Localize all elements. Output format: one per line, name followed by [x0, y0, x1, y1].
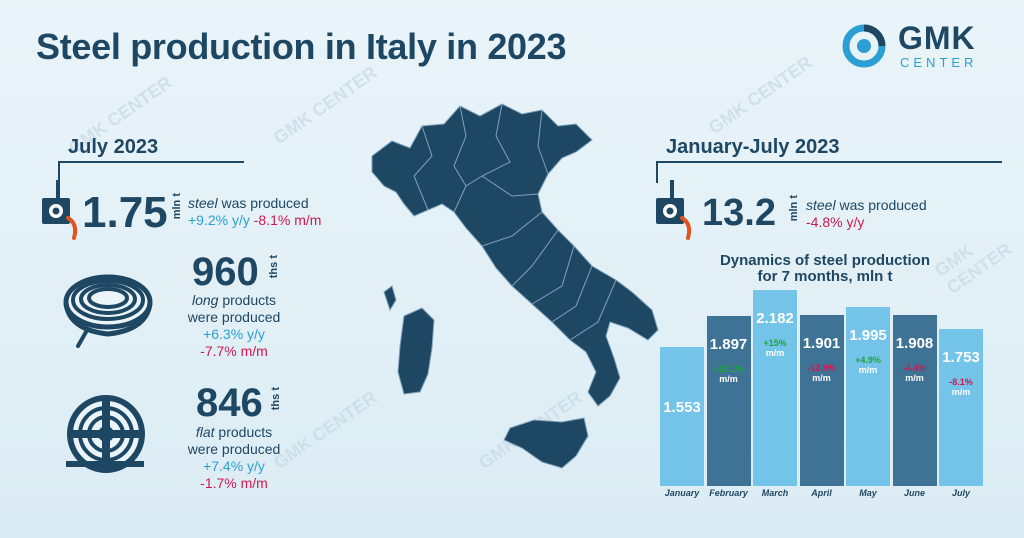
- july-steel-yy: +9.2% y/y: [188, 212, 250, 228]
- bar-value-label: 1.553: [663, 399, 701, 416]
- bar-change-percent: +15%: [763, 338, 787, 348]
- long-label: long products: [178, 292, 290, 308]
- janjul-heading-hook: [656, 161, 658, 183]
- ladle-icon: [42, 180, 78, 240]
- bar-change-label: -8.1% m/m: [939, 377, 983, 398]
- bar-change-percent: +22.1%: [713, 364, 744, 374]
- bar-change-unit: m/m: [905, 373, 924, 384]
- long-mm: -7.7% m/m: [200, 343, 268, 359]
- flat-coil-icon: [66, 395, 145, 473]
- page-title: Steel production in Italy in 2023: [36, 26, 567, 67]
- bar-change-percent: -4.4%: [902, 363, 927, 373]
- bar-may: [846, 307, 890, 486]
- bar-march: [753, 290, 797, 486]
- flat-yy: +7.4% y/y: [203, 458, 265, 474]
- july-steel-label-rest: was produced: [217, 195, 309, 211]
- month-label: January: [664, 488, 700, 498]
- flat-label: flat products: [178, 424, 290, 440]
- bar-change-percent: +4.9%: [855, 355, 881, 365]
- bar-april: [799, 315, 844, 486]
- month-label: June: [903, 488, 925, 498]
- bar-value-label: 2.182: [756, 310, 794, 327]
- july-heading-rule: [58, 161, 244, 163]
- flat-value: 846: [196, 381, 263, 425]
- watermark: GMK CENTER: [704, 52, 816, 138]
- janjul-steel-label: steel was produced: [806, 197, 927, 213]
- july-steel-changes: +9.2% y/y -8.1% m/m: [188, 212, 321, 228]
- flat-unit: ths t: [270, 387, 282, 411]
- july-heading-hook: [58, 161, 60, 183]
- july-steel-value: 1.75: [82, 188, 168, 237]
- logo-subtitle: CENTER: [900, 55, 978, 70]
- long-label-line2: were produced: [187, 309, 281, 325]
- flat-label-rest: products: [214, 424, 273, 440]
- bar-change-unit: m/m: [858, 365, 878, 376]
- janjul-steel-unit: mln t: [788, 195, 800, 222]
- gmk-logo-icon: [842, 24, 886, 68]
- janjul-steel-yy: -4.8% y/y: [806, 214, 865, 230]
- long-unit: ths t: [268, 255, 280, 279]
- july-steel-mm: -8.1% m/m: [253, 212, 322, 228]
- bar-change-unit: m/m: [719, 374, 738, 385]
- flat-label-line2: were produced: [187, 441, 281, 457]
- bar-value-label: 1.753: [942, 349, 980, 366]
- long-value: 960: [192, 250, 259, 294]
- flat-mm: -1.7% m/m: [200, 475, 268, 491]
- chart-title-line1: Dynamics of steel production: [719, 252, 931, 269]
- bar-value-label: 1.908: [895, 335, 934, 352]
- bar-value-label: 1.897: [709, 336, 748, 353]
- month-label: February: [709, 488, 748, 498]
- month-label: April: [811, 488, 832, 498]
- bar-change-percent: -8.1%: [949, 377, 973, 387]
- bar-change-label: +15% m/m: [753, 338, 797, 359]
- bar-change-unit: m/m: [765, 348, 785, 359]
- bar-february: [706, 316, 751, 486]
- july-steel-label: steel was produced: [188, 195, 309, 211]
- coil-icon: [63, 274, 153, 348]
- long-yy: +6.3% y/y: [203, 326, 265, 342]
- july-steel-unit: mln t: [171, 193, 183, 220]
- month-label: March: [761, 488, 789, 498]
- janjul-steel-label-italic: steel: [806, 197, 836, 213]
- bar-january: [660, 347, 704, 486]
- month-label: May: [859, 488, 877, 498]
- july-steel-label-italic: steel: [188, 195, 218, 211]
- bar-july: [939, 329, 983, 486]
- bar-change-unit: m/m: [812, 373, 831, 384]
- long-label-rest: products: [218, 292, 277, 308]
- bar-chart: 1.553 January 1.897 +22.1% m/m February 2.182 +…: [660, 290, 983, 500]
- bar-change-label: -12.9% m/m: [800, 363, 844, 384]
- janjul-steel-value: 13.2: [702, 192, 776, 234]
- bar-change-label: +4.9% m/m: [846, 355, 890, 376]
- july-heading: July 2023: [68, 136, 159, 158]
- bar-change-label: +22.1% m/m: [707, 364, 751, 385]
- chart-title-line2: for 7 months, mln t: [757, 268, 893, 286]
- bar-value-label: 1.995: [849, 327, 887, 344]
- bar-june: [892, 315, 937, 486]
- bar-value-label: 1.901: [802, 335, 841, 352]
- long-label-italic: long: [191, 292, 219, 308]
- italy-map: [371, 103, 659, 469]
- month-label: July: [951, 488, 970, 498]
- janjul-heading-rule: [656, 161, 1002, 163]
- flat-label-italic: flat: [195, 424, 215, 440]
- chart-title: Dynamics of steel production for 7 month…: [690, 252, 960, 286]
- janjul-steel-label-rest: was produced: [835, 197, 927, 213]
- bar-change-percent: -12.9%: [807, 363, 836, 373]
- logo-name: GMK: [898, 20, 976, 56]
- bar-change-unit: m/m: [951, 387, 971, 398]
- ladle-icon: [656, 180, 692, 240]
- bar-change-label: -4.4% m/m: [893, 363, 937, 384]
- janjul-heading: January-July 2023: [666, 136, 840, 158]
